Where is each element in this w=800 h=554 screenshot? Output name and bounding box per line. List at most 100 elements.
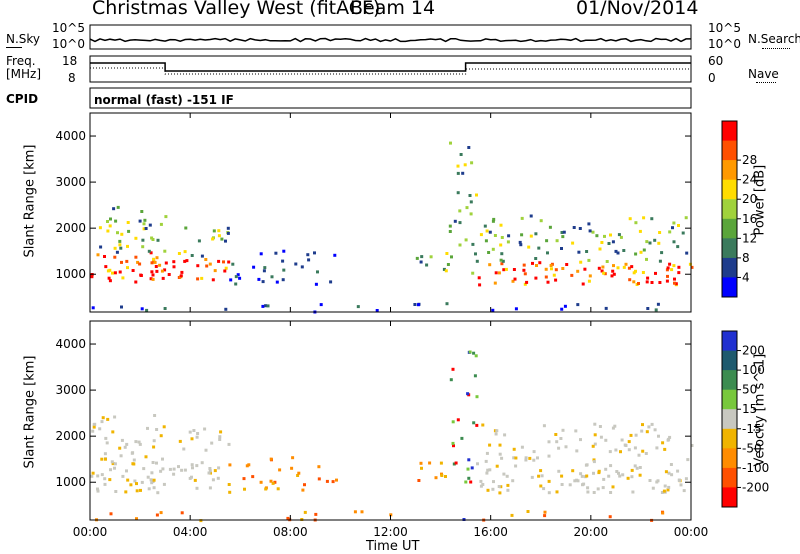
scatter-cell [419,461,423,465]
scatter-cell [585,463,589,467]
scatter-cell [546,251,549,255]
scatter-cell [481,483,485,486]
scatter-cell [109,512,113,516]
scatter-cell [160,269,164,273]
colorbars: 4 8 12 16 20 24 28 200 100 50 15 -15 -50 -100 -200 [721,120,769,508]
scatter-cell [274,251,278,255]
scatter-cell [641,271,645,274]
scatter-cell [162,482,166,486]
scatter-cell [507,234,511,238]
scatter-cell [645,240,649,244]
scatter-cell [130,451,134,455]
scatter-cell [688,262,692,266]
scatter-cell [196,264,200,268]
scatter-cell [203,427,207,431]
scatter-cell [576,269,580,273]
axes-ticks: 00:00 04:00 08:00 12:00 16:00 20:00 00:00 1000 2… [55,113,708,539]
scatter-cell [417,479,421,482]
scatter-cell [514,307,518,311]
scatter-cell [113,466,116,470]
scatter-cell [99,245,103,249]
scatter-cell [445,302,449,306]
scatter-cell [290,466,294,470]
scatter-cell [111,462,115,466]
scatter-cell [132,458,136,462]
scatter-cell [125,442,129,446]
scatter-cell [155,428,159,431]
scatter-cell [257,277,261,281]
scatter-cell [658,231,662,234]
noise-tick-bottom-right: 10^0 [708,37,741,51]
scatter-cell [389,513,393,517]
scatter-cell [641,449,645,453]
colorbar-swatch [722,257,737,278]
scatter-cell [317,465,321,469]
scatter-cell [628,217,632,221]
scatter-cell [465,206,469,210]
scatter-cell [262,269,266,273]
scatter-cell [544,267,548,271]
scatter-cell [291,456,295,460]
scatter-cell [468,350,472,354]
y-tick-label: 1000 [55,267,86,281]
scatter-cell [655,446,659,450]
scatter-cell [234,275,238,279]
scatter-cell [653,428,657,432]
scatter-cell [162,425,166,429]
scatter-cell [536,456,539,460]
scatter-cell [506,240,510,244]
scatter-cell [226,226,230,230]
scatter-cell [154,265,158,268]
scatter-cell [645,430,649,434]
scatter-cell [281,278,285,282]
scatter-cell [642,216,646,220]
scatter-cell [238,276,242,280]
scatter-cell [635,466,639,470]
scatter-cell [164,215,168,219]
beam-label: Beam 14 [350,0,436,19]
scatter-cell [263,266,267,270]
scatter-cell [120,232,124,236]
scatter-cell [467,458,471,462]
scatter-cell [467,476,471,480]
scatter-cell [211,478,215,482]
scatter-cell [151,238,155,241]
scatter-cell [113,255,117,259]
scatter-cell [690,265,694,269]
scatter-cell [200,276,204,280]
scatter-cell [467,146,471,149]
scatter-cell [456,418,460,422]
colorbar-swatch [722,467,737,488]
scatter-cell [282,268,286,272]
scatter-cell [329,280,333,284]
scatter-cell [459,153,463,156]
scatter-cell [103,255,106,258]
scatter-cell [474,252,477,256]
scatter-cell [667,485,671,489]
scatter-cell [454,461,458,465]
colorbar-swatch [722,370,737,391]
scatter-cell [640,429,644,433]
scatter-cell [472,421,476,425]
scatter-cell [634,433,638,437]
scatter-cell [118,446,122,450]
x-tick-label: 12:00 [373,525,408,539]
scatter-cell [611,485,615,489]
colorbar-swatch [722,487,737,508]
scatter-cell [491,219,495,223]
scatter-cell [444,475,447,478]
scatter-cell [677,224,680,227]
scatter-cell [629,433,633,437]
colorbar-tick-label: 20 [742,192,757,206]
scatter-cell [110,460,114,464]
scatter-cell [598,247,602,251]
scatter-cell [577,250,581,254]
scatter-cell [534,257,538,260]
scatter-cell [242,477,246,481]
scatter-cell [141,245,145,249]
scatter-cell [453,219,457,223]
scatter-cell [663,447,667,451]
scatter-cell [579,472,583,476]
scatter-cell [605,260,609,263]
scatter-cell [458,209,462,213]
